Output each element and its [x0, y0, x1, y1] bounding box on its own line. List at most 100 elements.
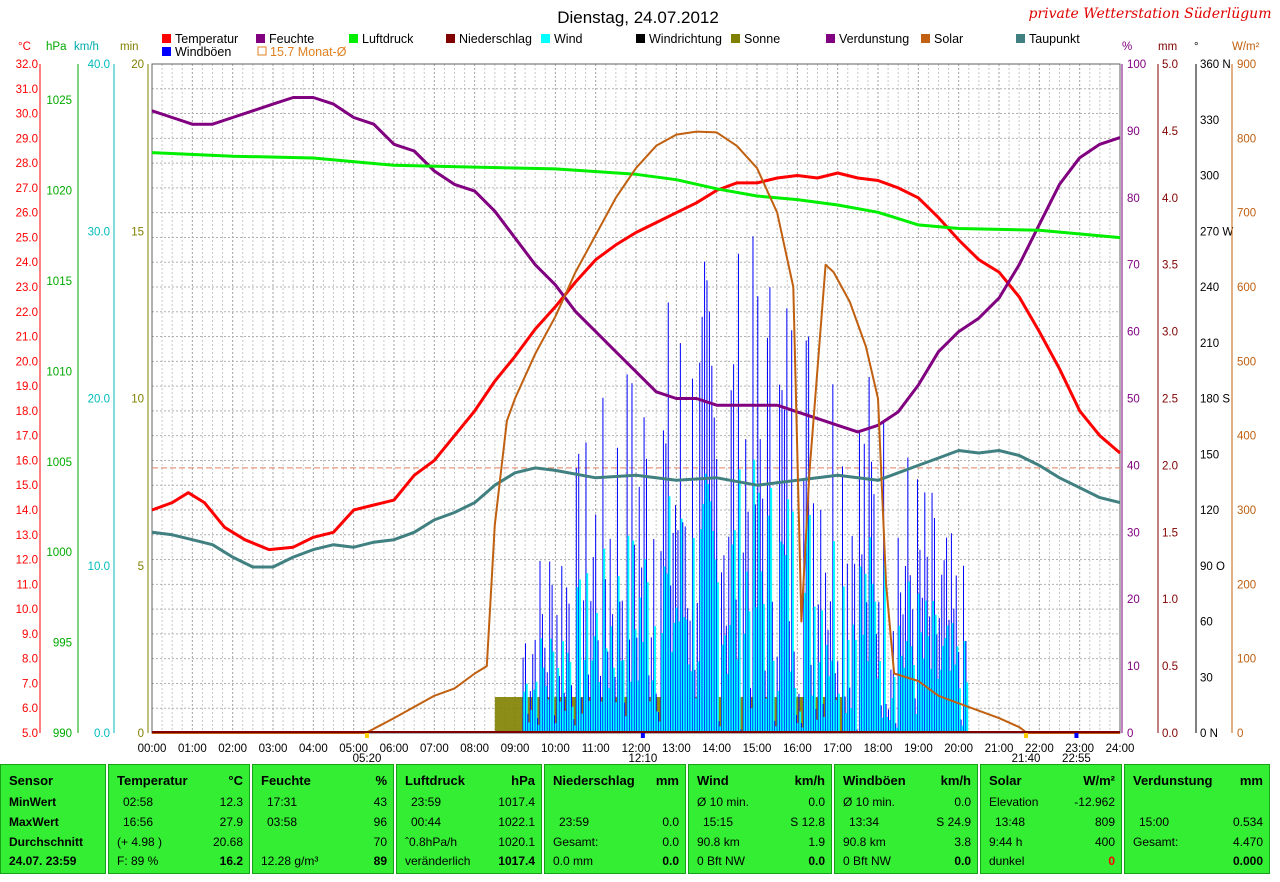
max-label: MaxWert: [9, 815, 59, 829]
axis-tick-pct: 30: [1127, 527, 1140, 539]
solar-max: 13:48 809: [995, 815, 1115, 829]
legend-swatch: [162, 34, 171, 43]
solar-last: dunkel 0: [989, 854, 1115, 868]
x-tick-label: 24:00: [1106, 743, 1135, 755]
luftdruck-avg: ˆ0.8hPa/h 1020.1: [405, 835, 535, 849]
axis-tick-pct: 90: [1127, 126, 1140, 138]
luftdruck-min: 23:59 1017.4: [411, 795, 535, 809]
axis-tick-temp: 12.0: [16, 555, 38, 567]
axis-tick-kmh: 10.0: [88, 561, 110, 573]
x-tick-label: 02:00: [218, 743, 247, 755]
axis-tick-temp: 15.0: [16, 480, 38, 492]
min-label: MinWert: [9, 795, 57, 809]
axis-tick-temp: 5.0: [22, 728, 38, 740]
legend-swatch: [636, 34, 645, 43]
legend-swatch: [256, 34, 265, 43]
axis-tick-hpa: 1005: [46, 457, 72, 469]
x-tick-label: 00:00: [138, 743, 167, 755]
niederschlag-header: Niederschlag mm: [553, 773, 679, 788]
axis-tick-deg: 330: [1200, 115, 1219, 127]
axis-tick-min: 20: [131, 59, 144, 71]
axis-tick-deg: 210: [1200, 338, 1219, 350]
axis-tick-pct: 10: [1127, 661, 1140, 673]
wind-max: 15:15 S 12.8: [703, 815, 825, 829]
axis-tick-kmh: 0.0: [94, 728, 110, 740]
x-tick-label: 12:00: [622, 743, 651, 755]
series-line-luftdruck: [151, 151, 1121, 240]
date-label: 24.07. 23:59: [9, 854, 77, 868]
series-line-solar: [152, 130, 1120, 734]
verdunstung-max: 15:00 0.534: [1139, 815, 1263, 829]
feuchte-avg: 70: [373, 835, 387, 849]
feuchte-min: 17:31 43: [267, 795, 387, 809]
axis-tick-deg: 0 N: [1200, 728, 1218, 740]
unit-label: min: [120, 41, 139, 53]
axis-tick-temp: 17.0: [16, 431, 38, 443]
temperatur-min: 02:58 12.3: [123, 795, 243, 809]
x-tick-label: 13:00: [662, 743, 691, 755]
feuchte-last: 12.28 g/m³ 89: [261, 854, 387, 868]
legend-label: Taupunkt: [1029, 32, 1080, 46]
col-wind: Wind km/h Ø 10 min. 0.0 15:15 S 12.8 90.8 k…: [688, 764, 832, 874]
axis-tick-temp: 27.0: [16, 183, 38, 195]
axis-tick-temp: 25.0: [16, 232, 38, 244]
axis-tick-min: 10: [131, 394, 144, 406]
axis-tick-temp: 23.0: [16, 282, 38, 294]
axis-tick-temp: 22.0: [16, 307, 38, 319]
x-tick-label: 14:00: [702, 743, 731, 755]
axis-tick-min: 5: [138, 561, 144, 573]
axis-tick-mm: 0.0: [1162, 728, 1178, 740]
col-verdunstung: Verdunstung mm 15:00 0.534 Gesamt: 4.470 0.…: [1124, 764, 1270, 874]
unit-label: °: [1194, 41, 1199, 53]
axis-tick-mm: 3.0: [1162, 327, 1178, 339]
legend-swatch: [1016, 34, 1025, 43]
x-tick-label: 10:00: [541, 743, 570, 755]
series-line-taupunkt: [151, 449, 1121, 569]
axis-tick-deg: 360 N: [1200, 59, 1231, 71]
axis-tick-pct: 0: [1127, 728, 1133, 740]
axes: 32.0 31.0 30.0 29.0 28.0 27.0 26.0 25.0 24.0 23.0…: [16, 59, 1257, 740]
legend-label: Temperatur: [175, 32, 238, 46]
verdunstung-avg: Gesamt: 4.470: [1133, 835, 1263, 849]
axis-tick-temp: 30.0: [16, 109, 38, 121]
axis-tick-wm2: 800: [1237, 133, 1256, 145]
wind-avg: 90.8 km 1.9: [697, 835, 825, 849]
legend-swatch: [349, 34, 358, 43]
axis-tick-deg: 90 O: [1200, 561, 1225, 573]
axis-tick-deg: 270 W: [1200, 226, 1233, 238]
x-tick-label: 16:00: [783, 743, 812, 755]
series-lines: [151, 96, 1121, 734]
axis-tick-temp: 8.0: [22, 654, 38, 666]
col-feuchte: Feuchte% 17:31 43 03:58 96 70 12.28 g/m³ 89: [252, 764, 394, 874]
verdunstung-header: Verdunstung mm: [1133, 773, 1263, 788]
axis-tick-temp: 28.0: [16, 158, 38, 170]
axis-tick-deg: 180 S: [1200, 394, 1230, 406]
solar-min: Elevation -12.962: [989, 795, 1115, 809]
axis-tick-temp: 14.0: [16, 505, 38, 517]
niederschlag-max: 23:59 0.0: [559, 815, 679, 829]
x-tick-label: 21:00: [985, 743, 1014, 755]
axis-tick-hpa: 1025: [46, 95, 72, 107]
solar-header: Solar W/m²: [989, 773, 1115, 788]
x-tick-label: 01:00: [178, 743, 207, 755]
unit-label: hPa: [46, 41, 67, 53]
unit-label: %: [1122, 41, 1132, 53]
legend-label: Luftdruck: [362, 32, 414, 46]
x-marker-label: 21:40: [1012, 753, 1041, 764]
axis-tick-temp: 29.0: [16, 133, 38, 145]
axis-tick-temp: 7.0: [22, 678, 38, 690]
axis-tick-temp: 19.0: [16, 381, 38, 393]
wind-header: Wind km/h: [697, 773, 825, 788]
axis-tick-mm: 4.5: [1162, 126, 1178, 138]
axis-tick-temp: 18.0: [16, 406, 38, 418]
axis-tick-wm2: 700: [1237, 208, 1256, 220]
axis-tick-deg: 60: [1200, 617, 1213, 629]
legend-label: Windrichtung: [649, 32, 722, 46]
temperatur-avg: (+ 4.98 ) 20.68: [117, 835, 243, 849]
axis-tick-mm: 3.5: [1162, 260, 1178, 272]
windboeen-header: Windböen km/h: [843, 773, 971, 788]
axis-tick-temp: 32.0: [16, 59, 38, 71]
series-line-temperatur: [151, 171, 1121, 552]
x-marker-label: 22:55: [1062, 753, 1091, 764]
x-tick-label: 23:00: [1065, 743, 1094, 755]
